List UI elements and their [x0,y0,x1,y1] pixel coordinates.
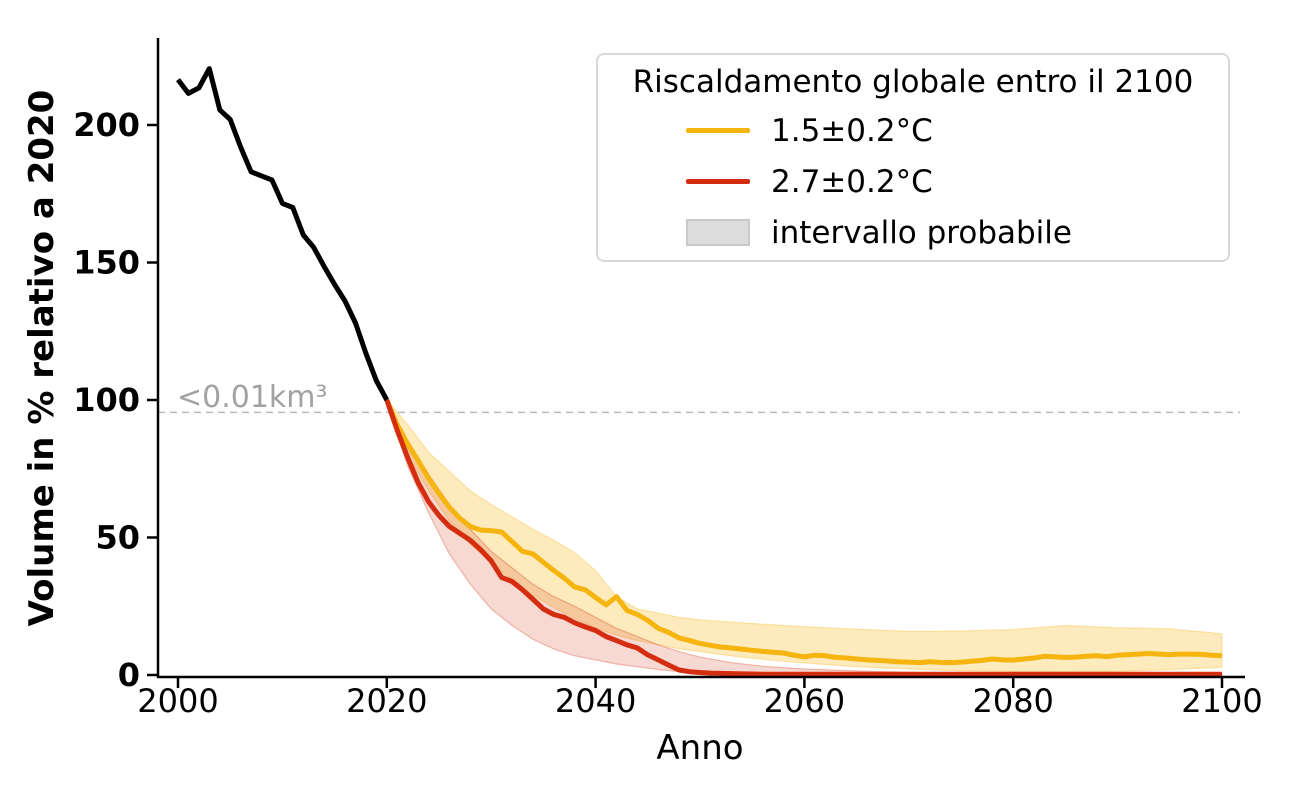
legend-item-2p7: 2.7±0.2°C [598,156,1228,207]
axes-spines-and-ticks [147,38,1245,688]
x-axis-label: Anno [656,728,744,768]
legend-line-swatch-yellow [686,128,750,133]
line-warming-1p5 [384,399,1223,666]
series-lines [176,66,1223,677]
x-tick-label: 2040 [555,682,636,720]
legend-item-1p5: 1.5±0.2°C [598,105,1228,156]
y-tick-label: 100 [73,381,140,419]
x-tick-label: 2000 [137,682,218,720]
legend-patch-swatch-gray [686,219,750,246]
y-tick-label: 200 [73,106,140,144]
legend-item-likely-range: intervallo probabile [598,207,1228,258]
y-tick-label: 0 [118,656,140,694]
band-warming-1p5 [386,399,1223,673]
tick-labels: 2000 2020 2040 2060 2080 2100 0 50 100 150 200 [73,106,1263,720]
line-warming-2p7 [384,399,1222,677]
uncertainty-bands [386,399,1223,676]
threshold-annotation: <0.01km³ [177,380,328,415]
legend-line-swatch-red [686,179,750,184]
x-tick-label: 2080 [972,682,1053,720]
legend: Riscaldamento globale entro il 2100 1.5±… [596,53,1230,262]
x-tick-label: 2100 [1181,682,1262,720]
x-tick-label: 2020 [346,682,427,720]
legend-title: Riscaldamento globale entro il 2100 [632,64,1194,100]
legend-label-2p7: 2.7±0.2°C [771,163,933,200]
line-observed [176,66,389,402]
y-axis-label: Volume in % relativo a 2020 [22,89,62,627]
y-tick-label: 50 [95,519,140,557]
y-tick-label: 150 [73,244,140,282]
x-tick-label: 2060 [764,682,845,720]
legend-label-likely-range: intervallo probabile [771,214,1072,251]
legend-label-1p5: 1.5±0.2°C [771,112,933,149]
